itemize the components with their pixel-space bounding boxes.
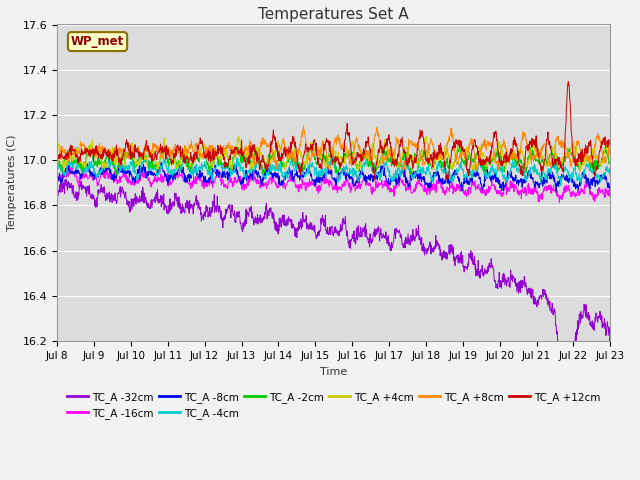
TC_A +8cm: [310, 151, 317, 157]
TC_A -4cm: [607, 172, 614, 178]
TC_A -2cm: [112, 173, 120, 179]
TC_A -16cm: [300, 180, 307, 186]
TC_A -32cm: [607, 334, 614, 340]
TC_A -8cm: [96, 168, 104, 173]
TC_A -2cm: [161, 143, 168, 149]
TC_A +8cm: [118, 147, 126, 153]
TC_A -32cm: [53, 188, 61, 193]
TC_A +12cm: [368, 159, 376, 165]
Line: TC_A +12cm: TC_A +12cm: [57, 82, 611, 180]
TC_A -8cm: [289, 168, 296, 173]
TC_A +12cm: [118, 157, 126, 163]
TC_A -2cm: [53, 155, 61, 160]
TC_A -4cm: [96, 169, 104, 175]
TC_A -8cm: [53, 171, 61, 177]
TC_A -4cm: [181, 151, 189, 156]
TC_A -16cm: [97, 175, 104, 181]
TC_A -32cm: [300, 219, 307, 225]
TC_A -8cm: [369, 173, 376, 179]
TC_A -8cm: [157, 160, 165, 166]
TC_A -16cm: [556, 200, 563, 205]
TC_A -16cm: [68, 164, 76, 169]
TC_A +12cm: [53, 153, 61, 159]
TC_A -4cm: [53, 163, 61, 169]
X-axis label: Time: Time: [320, 367, 348, 376]
TC_A -4cm: [369, 168, 376, 174]
TC_A -16cm: [369, 185, 376, 191]
TC_A -8cm: [552, 188, 560, 194]
TC_A -4cm: [310, 164, 317, 169]
TC_A -2cm: [119, 154, 127, 160]
TC_A +4cm: [235, 133, 243, 139]
TC_A -16cm: [53, 179, 61, 184]
TC_A +4cm: [300, 158, 308, 164]
TC_A -8cm: [607, 185, 614, 191]
TC_A +4cm: [119, 154, 127, 159]
TC_A -8cm: [118, 170, 126, 176]
TC_A +8cm: [326, 168, 333, 174]
TC_A -32cm: [310, 223, 317, 229]
TC_A +8cm: [288, 155, 296, 160]
TC_A +4cm: [60, 168, 68, 174]
TC_A -4cm: [118, 162, 126, 168]
TC_A -4cm: [289, 163, 296, 168]
TC_A -16cm: [607, 190, 614, 196]
TC_A +12cm: [371, 177, 379, 183]
TC_A +12cm: [309, 142, 317, 148]
Line: TC_A -16cm: TC_A -16cm: [57, 167, 611, 203]
TC_A +12cm: [96, 152, 104, 157]
TC_A +4cm: [310, 149, 318, 155]
TC_A -32cm: [119, 186, 127, 192]
TC_A -4cm: [300, 172, 307, 178]
TC_A +4cm: [289, 147, 296, 153]
TC_A +4cm: [369, 141, 376, 146]
Text: WP_met: WP_met: [71, 35, 124, 48]
TC_A -32cm: [97, 186, 104, 192]
TC_A -2cm: [289, 158, 296, 164]
TC_A -32cm: [564, 406, 572, 411]
TC_A +8cm: [300, 126, 307, 132]
TC_A +4cm: [97, 156, 104, 162]
TC_A +8cm: [369, 147, 376, 153]
Line: TC_A -2cm: TC_A -2cm: [57, 146, 611, 176]
Legend: TC_A -32cm, TC_A -16cm, TC_A -8cm, TC_A -4cm, TC_A -2cm, TC_A +4cm, TC_A +8cm, T: TC_A -32cm, TC_A -16cm, TC_A -8cm, TC_A …: [63, 388, 604, 423]
TC_A -32cm: [62, 176, 70, 182]
Y-axis label: Temperatures (C): Temperatures (C): [7, 134, 17, 231]
TC_A +8cm: [607, 147, 614, 153]
TC_A -8cm: [310, 178, 317, 184]
TC_A -2cm: [96, 159, 104, 165]
TC_A -32cm: [369, 239, 376, 244]
TC_A +8cm: [53, 152, 61, 157]
Line: TC_A -32cm: TC_A -32cm: [57, 179, 611, 408]
TC_A -4cm: [557, 183, 564, 189]
Line: TC_A +4cm: TC_A +4cm: [57, 136, 611, 171]
TC_A -8cm: [300, 173, 307, 179]
Line: TC_A -4cm: TC_A -4cm: [57, 154, 611, 186]
TC_A +8cm: [300, 123, 307, 129]
TC_A +12cm: [564, 79, 572, 84]
TC_A -2cm: [300, 162, 308, 168]
TC_A -16cm: [289, 175, 296, 181]
Title: Temperatures Set A: Temperatures Set A: [259, 7, 409, 22]
TC_A -16cm: [310, 182, 317, 188]
TC_A +12cm: [288, 140, 296, 145]
TC_A +12cm: [607, 142, 614, 148]
TC_A -16cm: [119, 173, 127, 179]
Line: TC_A -8cm: TC_A -8cm: [57, 163, 611, 191]
TC_A +4cm: [607, 145, 614, 151]
TC_A -2cm: [607, 157, 614, 163]
TC_A +8cm: [96, 149, 104, 155]
TC_A +4cm: [53, 141, 61, 147]
TC_A -2cm: [369, 165, 376, 170]
Line: TC_A +8cm: TC_A +8cm: [57, 126, 611, 171]
TC_A +12cm: [300, 154, 307, 160]
TC_A -32cm: [289, 221, 296, 227]
TC_A -2cm: [310, 154, 318, 160]
